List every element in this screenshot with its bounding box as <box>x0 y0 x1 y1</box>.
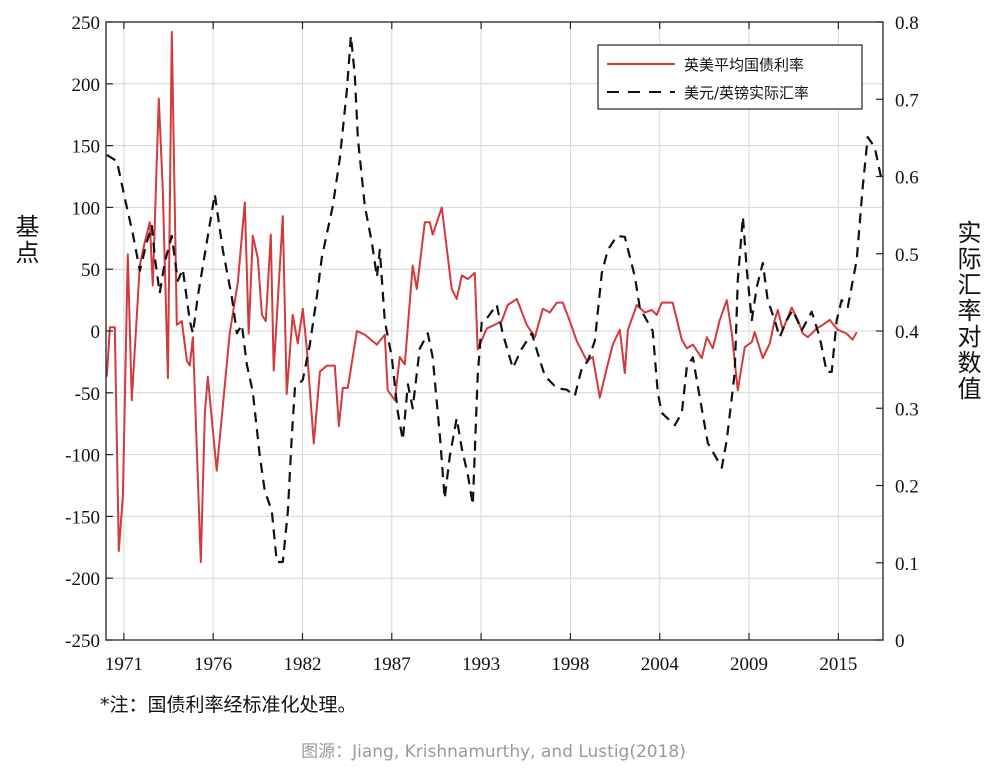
legend-box <box>597 44 863 110</box>
x-tick-label: 1971 <box>105 654 143 675</box>
y-right-tick-label: 0.4 <box>895 322 919 343</box>
y-tick-label: 100 <box>72 198 101 219</box>
y-right-tick-label: 0.8 <box>895 13 919 34</box>
y-right-tick-label: 0.1 <box>895 554 919 575</box>
chart-note: *注：国债利率经标准化处理。 <box>100 694 357 716</box>
x-tick-label: 2004 <box>641 654 680 675</box>
legend: 英美平均国债利率 美元/英镑实际汇率 <box>597 44 863 110</box>
chart-source: 图源：Jiang, Krishnamurthy, and Lustig(2018… <box>301 742 686 762</box>
x-tick-label: 2015 <box>819 654 857 675</box>
x-tick-label: 1987 <box>373 654 411 675</box>
grid <box>106 21 883 641</box>
legend-label-fx: 美元/英镑实际汇率 <box>684 84 809 102</box>
series-line-exchange-rate <box>106 34 883 564</box>
y-axis-left-title: 基点 <box>11 214 39 266</box>
y-tick-label: 250 <box>72 13 101 34</box>
y-tick-label: -100 <box>65 446 100 467</box>
x-tick-label: 1982 <box>283 654 321 675</box>
x-tick-label: 1998 <box>551 654 589 675</box>
series-lines <box>105 30 883 564</box>
y-right-tick-label: 0.2 <box>895 477 919 498</box>
y-tick-label: -50 <box>75 384 100 405</box>
y-right-tick-label: 0.5 <box>895 245 919 266</box>
y-right-tick-label: 0.7 <box>895 90 919 111</box>
y-tick-label: 0 <box>91 322 101 343</box>
axis-ticks: 1971 1976 1982 1987 1993 1998 2004 2009 2015 -250… <box>65 13 919 675</box>
series-line-bond-rate <box>105 30 858 564</box>
y-tick-label: 200 <box>72 75 101 96</box>
y-tick-label: -150 <box>65 507 100 528</box>
y-right-tick-label: 0 <box>895 631 905 652</box>
x-tick-label: 1993 <box>462 654 500 675</box>
y-tick-label: -200 <box>65 569 100 590</box>
y-right-tick-label: 0.3 <box>895 399 919 420</box>
y-tick-label: 50 <box>81 260 100 281</box>
y-tick-label: -250 <box>65 631 100 652</box>
y-right-tick-label: 0.6 <box>895 168 919 189</box>
x-tick-label: 1976 <box>194 654 232 675</box>
x-tick-label: 2009 <box>730 654 768 675</box>
y-tick-label: 150 <box>72 137 101 158</box>
legend-label-rate: 英美平均国债利率 <box>684 56 804 74</box>
y-axis-right-title: 实际汇率对数值 <box>953 220 981 402</box>
